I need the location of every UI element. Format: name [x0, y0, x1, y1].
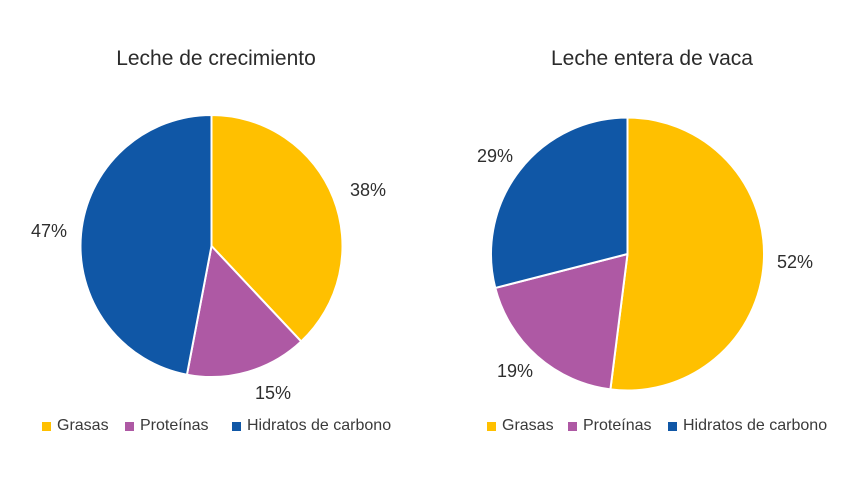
legend-item-proteinas: Proteínas [125, 417, 208, 435]
pie-slice [609, 116, 766, 392]
legend-color-swatch-proteinas [125, 421, 134, 431]
slice-label-hidratos-right: 29% [477, 146, 514, 166]
pie-chart-leche-de-crecimiento [79, 114, 344, 378]
legend-color-swatch-hidratos [668, 421, 677, 431]
legend-label-hidratos: Hidratos de carbono [683, 417, 828, 434]
legend-color-swatch-grasas [42, 421, 51, 431]
legend-color-swatch-proteinas [568, 421, 577, 431]
legend-color-swatch-hidratos [232, 421, 241, 431]
legend-color-swatch-grasas [487, 421, 496, 431]
slice-label-grasas-right: 52% [777, 252, 814, 272]
pie-slice [494, 253, 629, 391]
legend-label-hidratos: Hidratos de carbono [247, 417, 392, 434]
legend-item-grasas: Grasas [42, 417, 109, 435]
slice-label-proteinas-left: 15% [255, 383, 292, 403]
legend-item-hidratos: Hidratos de carbono [232, 417, 391, 435]
legend-label-grasas: Grasas [502, 417, 554, 434]
legend-label-proteinas: Proteínas [140, 417, 209, 434]
legend-label-proteinas: Proteínas [583, 417, 652, 434]
pie-slice [210, 114, 344, 343]
slice-label-proteinas-right: 19% [497, 361, 534, 381]
legend-item-grasas: Grasas [487, 417, 554, 435]
slice-label-grasas-left: 38% [350, 180, 387, 200]
pie-slice [79, 114, 213, 376]
pie-slice [490, 116, 629, 289]
pie-chart-leche-entera-de-vaca [490, 116, 766, 392]
chart-title-left: Leche de crecimiento [116, 47, 316, 70]
legend-item-hidratos: Hidratos de carbono [668, 417, 827, 435]
pie-slice [185, 245, 303, 378]
chart-title-right: Leche entera de vaca [551, 47, 753, 70]
legend-item-proteinas: Proteínas [568, 417, 651, 435]
legend-label-grasas: Grasas [57, 417, 109, 434]
slice-label-hidratos-left: 47% [31, 221, 68, 241]
